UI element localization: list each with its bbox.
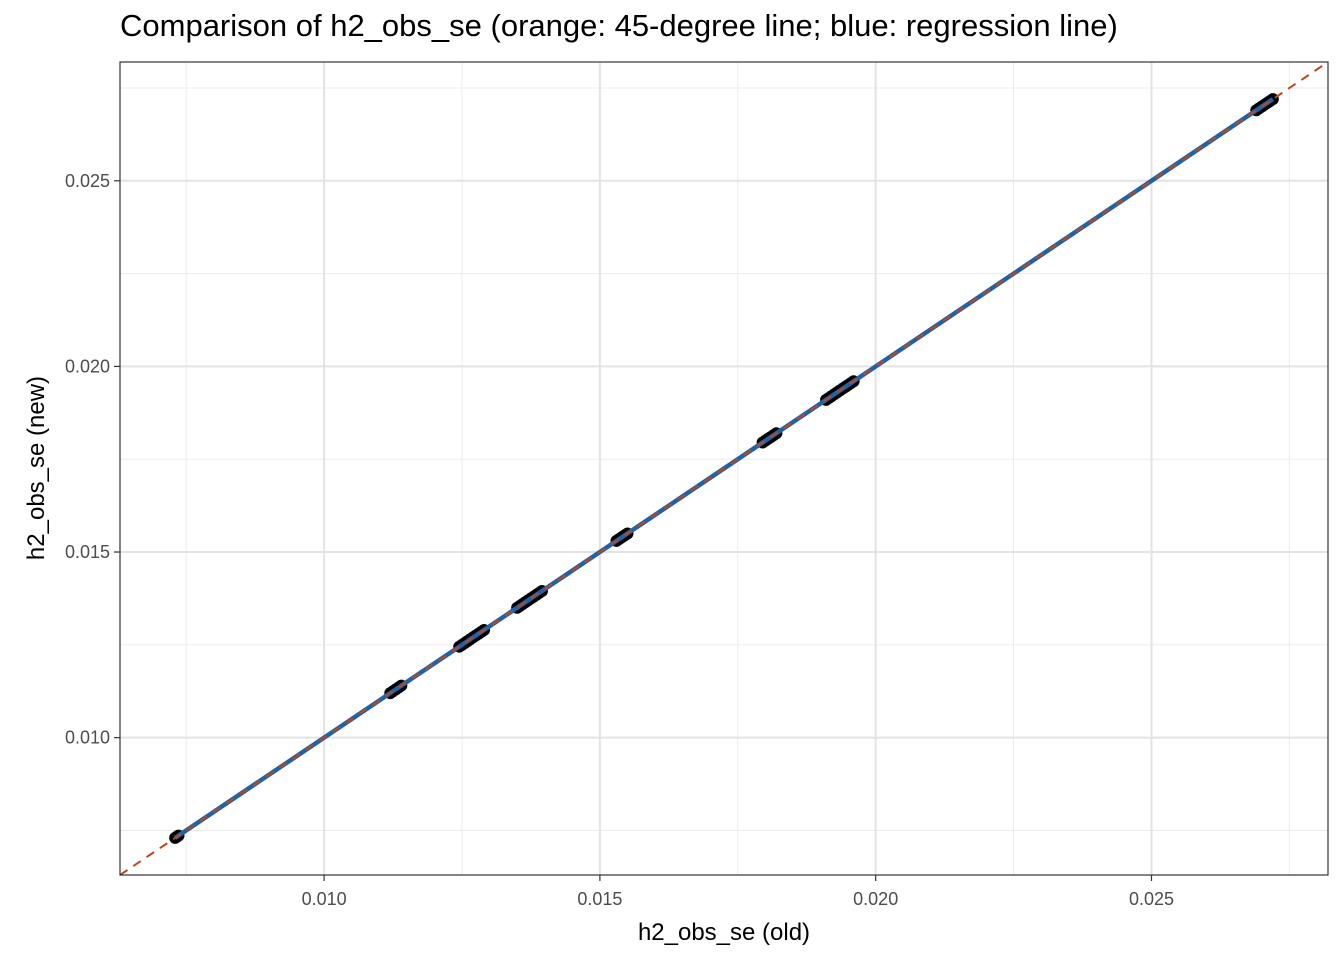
x-tick-label: 0.010	[302, 889, 347, 909]
x-axis-ticks: 0.010 0.015 0.020 0.025	[302, 875, 1174, 909]
y-tick-label: 0.010	[65, 728, 110, 748]
y-axis-title: h2_obs_se (new)	[23, 376, 50, 560]
y-axis-ticks: 0.010 0.015 0.020 0.025	[65, 171, 120, 748]
minor-gridlines	[120, 62, 1328, 875]
fit-lines	[119, 61, 1329, 876]
plot-border	[119, 61, 1329, 876]
x-axis-title: h2_obs_se (old)	[638, 919, 810, 946]
y-tick-label: 0.020	[65, 356, 110, 376]
chart-title: Comparison of h2_obs_se (orange: 45-degr…	[120, 8, 1118, 43]
x-tick-label: 0.020	[853, 889, 898, 909]
x-tick-label: 0.015	[577, 889, 622, 909]
x-tick-label: 0.025	[1129, 889, 1174, 909]
reference-45-degree-line	[119, 61, 1329, 876]
y-tick-label: 0.025	[65, 171, 110, 191]
y-tick-label: 0.015	[65, 542, 110, 562]
